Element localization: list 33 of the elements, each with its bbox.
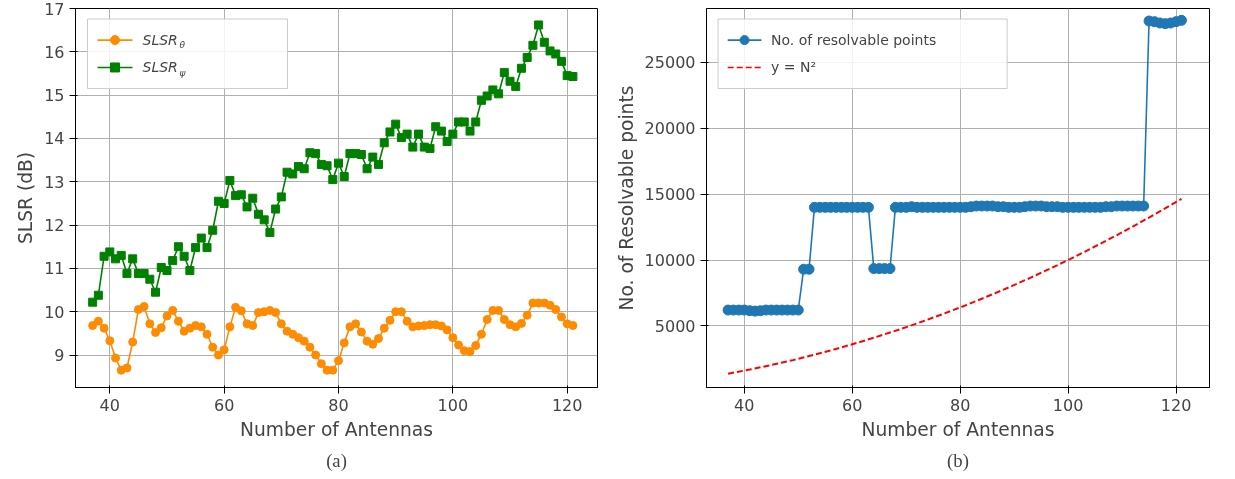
y-tick-label: 14 bbox=[44, 129, 65, 149]
y-tick-label: 11 bbox=[44, 259, 65, 279]
x-tick-label: 100 bbox=[1052, 395, 1084, 415]
y-tick-label: 17 bbox=[44, 0, 65, 19]
y-tick-label: 10 bbox=[44, 302, 65, 322]
y-tick-label: 12 bbox=[44, 216, 65, 236]
x-tick-label: 60 bbox=[842, 395, 863, 415]
y-axis-title: No. of Resolvable points bbox=[615, 85, 637, 311]
x-tick-label: 60 bbox=[213, 395, 235, 415]
x-tick-label: 100 bbox=[437, 395, 469, 415]
y-tick-label: 16 bbox=[44, 42, 65, 62]
x-tick-label: 120 bbox=[1160, 395, 1192, 415]
y-tick-label: 10000 bbox=[644, 251, 696, 271]
text: (b) bbox=[947, 449, 969, 472]
y-tick-label: 15 bbox=[44, 86, 65, 106]
x-axis-title: Number of Antennas bbox=[240, 418, 433, 440]
x-tick-label: 40 bbox=[734, 395, 755, 415]
y-tick-label: 13 bbox=[44, 172, 65, 192]
x-tick-label: 80 bbox=[949, 395, 971, 415]
y-tick-label: 25000 bbox=[644, 53, 696, 73]
legend-label: No. of resolvable points bbox=[771, 32, 937, 49]
x-tick-label: 80 bbox=[328, 395, 349, 415]
y-tick-label: 5000 bbox=[654, 316, 696, 336]
x-tick-label: 120 bbox=[551, 395, 583, 415]
y-axis-title: SLSR (dB) bbox=[15, 151, 37, 245]
y-tick-label: 20000 bbox=[644, 119, 696, 139]
text: (a) bbox=[326, 449, 347, 472]
x-tick-label: 40 bbox=[99, 395, 120, 415]
line-series bbox=[727, 197, 1183, 375]
x-axis-title: Number of Antennas bbox=[861, 418, 1055, 440]
y-tick-label: 9 bbox=[54, 346, 65, 366]
legend-label: y = N² bbox=[771, 59, 817, 76]
y-tick-label: 15000 bbox=[644, 185, 696, 205]
